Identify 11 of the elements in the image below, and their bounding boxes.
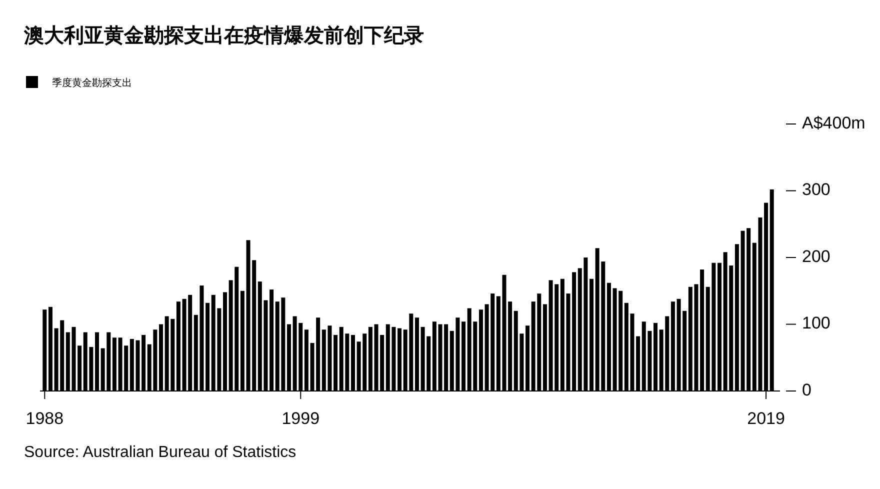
x-tick-label: 2019 [747, 409, 785, 428]
x-tick-label: 1999 [282, 409, 320, 428]
y-tick-label: A$400m [802, 113, 866, 132]
y-tick-label: 300 [802, 180, 830, 200]
y-tick-label: 0 [802, 380, 812, 400]
chart-title: 澳大利亚黄金勘探支出在疫情爆发前创下纪录 [23, 24, 424, 47]
y-tick-label: 100 [802, 314, 830, 333]
legend-label: 季度黄金勘探支出 [52, 77, 132, 89]
y-tick-label: 200 [802, 246, 830, 266]
x-tick-label: 1988 [26, 409, 64, 428]
source-note: Source: Australian Bureau of Statistics [24, 444, 296, 461]
